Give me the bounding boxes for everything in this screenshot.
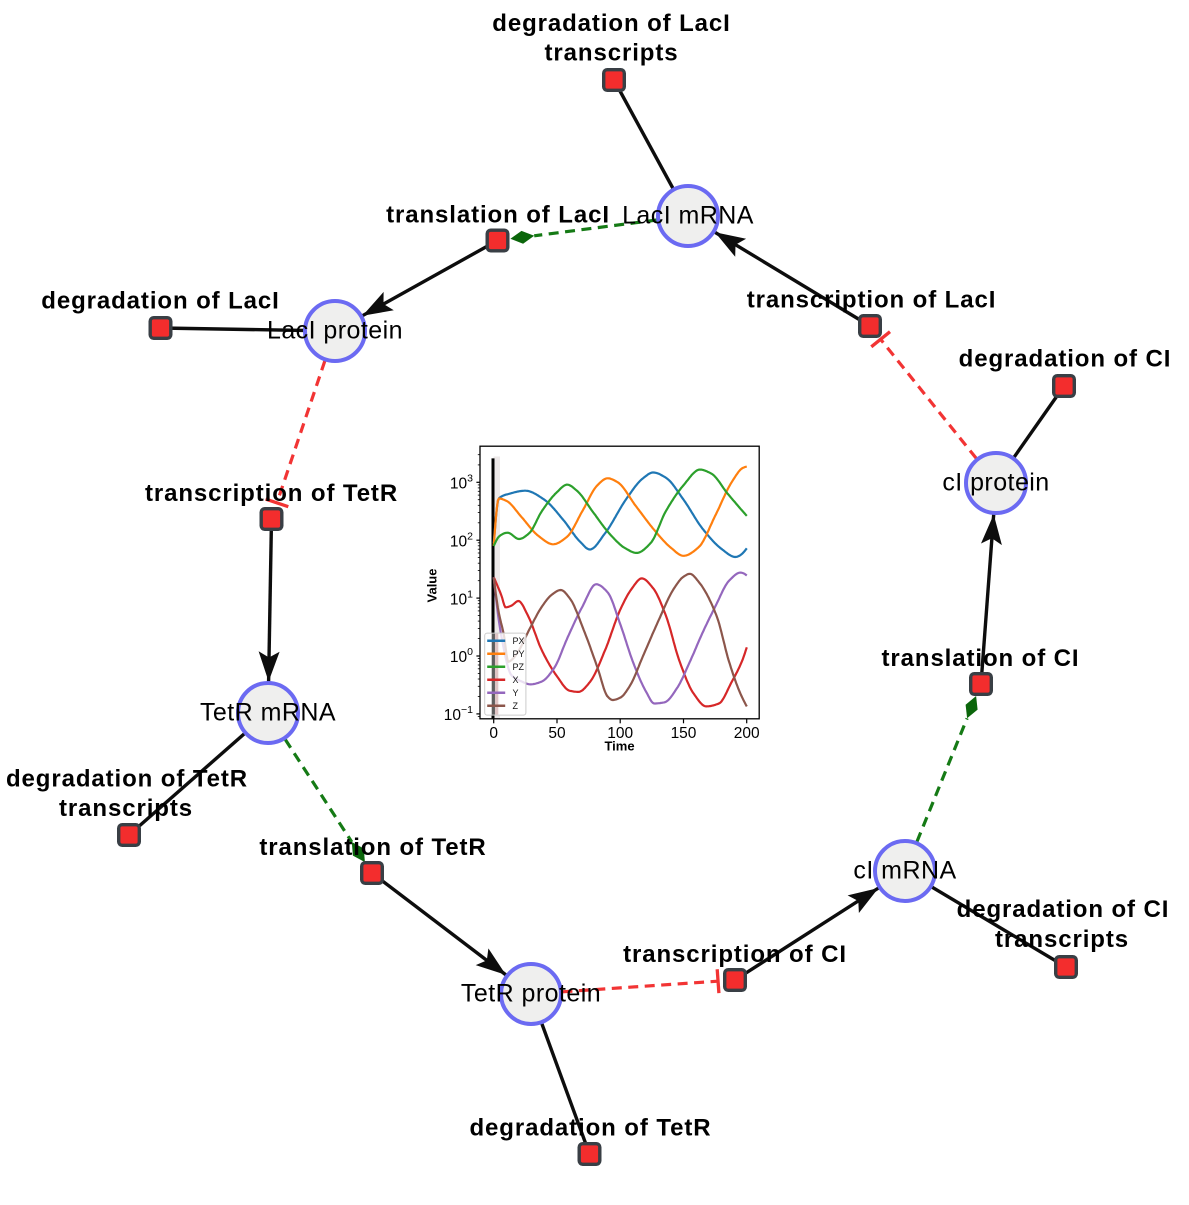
svg-text:100: 100 — [607, 725, 633, 742]
svg-text:translation of LacI: translation of LacI — [386, 201, 610, 228]
svg-text:TetR mRNA: TetR mRNA — [200, 699, 336, 727]
svg-text:150: 150 — [671, 725, 697, 742]
svg-text:transcripts: transcripts — [995, 926, 1129, 953]
svg-text:cI mRNA: cI mRNA — [853, 857, 956, 885]
svg-text:degradation of TetR: degradation of TetR — [470, 1115, 712, 1142]
svg-text:degradation of CI: degradation of CI — [959, 346, 1172, 373]
svg-text:PY: PY — [513, 649, 525, 659]
svg-text:TetR protein: TetR protein — [461, 980, 601, 1008]
svg-text:LacI protein: LacI protein — [267, 317, 403, 345]
svg-text:PX: PX — [513, 636, 525, 646]
svg-text:cI protein: cI protein — [942, 469, 1049, 497]
svg-text:X: X — [513, 675, 519, 685]
svg-text:degradation of TetR: degradation of TetR — [6, 766, 248, 793]
svg-text:transcription of LacI: transcription of LacI — [747, 287, 997, 314]
svg-text:degradation of LacI: degradation of LacI — [41, 288, 279, 315]
svg-text:200: 200 — [734, 725, 760, 742]
svg-text:degradation of LacI: degradation of LacI — [492, 10, 730, 37]
svg-text:Value: Value — [425, 569, 440, 603]
svg-text:degradation of CI: degradation of CI — [957, 896, 1170, 923]
svg-text:Time: Time — [604, 738, 634, 753]
svg-text:translation of TetR: translation of TetR — [259, 834, 486, 861]
svg-text:50: 50 — [548, 725, 566, 742]
svg-text:transcripts: transcripts — [59, 795, 193, 822]
svg-text:LacI mRNA: LacI mRNA — [622, 202, 754, 230]
svg-text:transcription of CI: transcription of CI — [623, 941, 847, 968]
svg-text:0: 0 — [489, 725, 498, 742]
svg-text:Y: Y — [513, 688, 519, 698]
svg-text:Z: Z — [513, 701, 519, 711]
svg-text:transcripts: transcripts — [545, 40, 679, 67]
svg-text:transcription of TetR: transcription of TetR — [145, 480, 398, 507]
svg-text:PZ: PZ — [513, 662, 525, 672]
svg-text:translation of CI: translation of CI — [882, 645, 1080, 672]
